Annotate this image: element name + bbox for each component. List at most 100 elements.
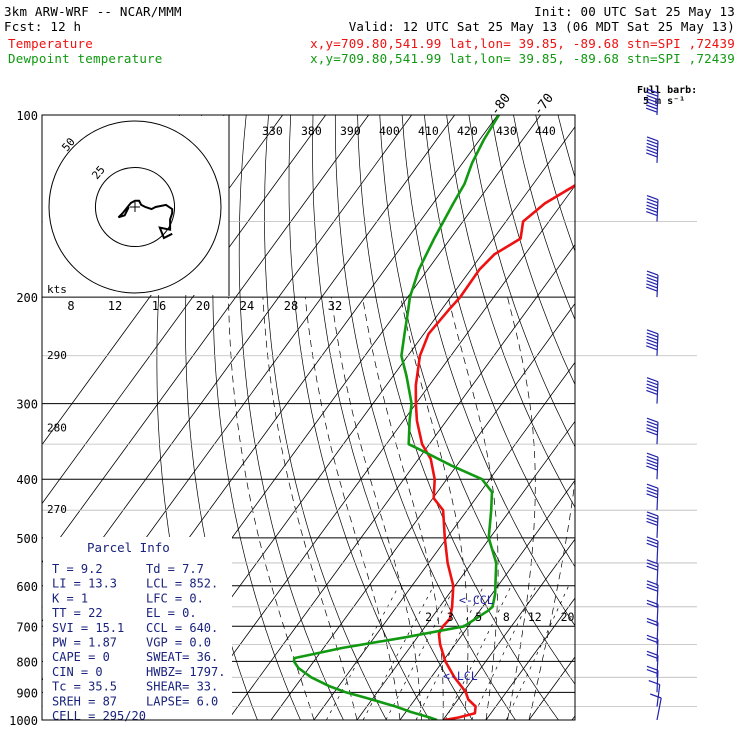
wind-barbs bbox=[645, 88, 662, 721]
dewpoint-profile bbox=[292, 115, 501, 720]
header-model: 3km ARW-WRF -- NCAR/MMM bbox=[4, 4, 182, 19]
hodograph-isotherm-label: 8 bbox=[67, 299, 74, 313]
isotherm-line bbox=[270, 302, 575, 720]
theta-tick-label: 280 bbox=[47, 422, 67, 435]
mixing-ratio-line bbox=[444, 585, 512, 720]
parcel-info-row-left: TT = 22 bbox=[52, 606, 103, 620]
pressure-tick-label: 600 bbox=[16, 580, 38, 594]
mixing-ratio-line bbox=[385, 585, 456, 720]
hodograph-isotherm-label: 16 bbox=[152, 299, 166, 313]
isotherm-line bbox=[42, 115, 326, 505]
wind-barb bbox=[646, 270, 659, 298]
wind-barb bbox=[646, 580, 659, 607]
theta-e-tick-label: 380 bbox=[301, 124, 322, 138]
dry-adiabat-line bbox=[580, 115, 740, 733]
wind-barb bbox=[646, 329, 659, 356]
dry-adiabat-line bbox=[312, 115, 473, 720]
wind-barb bbox=[646, 417, 659, 445]
dry-adiabat-line bbox=[714, 115, 740, 733]
parcel-info-row-left: K = 1 bbox=[52, 591, 88, 605]
hodograph-isotherm-label: 20 bbox=[196, 299, 210, 313]
pressure-tick-label: 700 bbox=[16, 620, 38, 634]
ccl-marker: <-CCL bbox=[459, 593, 494, 607]
pressure-tick-label: 300 bbox=[16, 398, 38, 412]
pressure-tick-label: 1000 bbox=[9, 714, 38, 728]
theta-tick-label: 270 bbox=[47, 503, 67, 516]
sounding-profiles bbox=[292, 115, 575, 720]
mixing-ratio-tick-label: 3 bbox=[447, 610, 454, 624]
wind-barb bbox=[646, 483, 659, 511]
dry-adiabat-line bbox=[288, 115, 430, 720]
moist-adiabat-line bbox=[262, 297, 358, 720]
dry-adiabat-line bbox=[490, 115, 575, 386]
isotherm-line bbox=[442, 538, 575, 720]
dry-adiabat-line bbox=[264, 115, 387, 720]
hodograph-ring bbox=[48, 120, 222, 294]
hodograph-isotherm-label: 32 bbox=[328, 299, 342, 313]
parcel-info-row-right: SWEAT= 36. bbox=[146, 650, 218, 664]
dry-adiabat-line bbox=[379, 115, 575, 685]
hodograph-origin-marker bbox=[130, 202, 140, 212]
parcel-info-row-left: CELL = 295/20 bbox=[52, 709, 146, 723]
parcel-info-row-right: LCL = 852. bbox=[146, 577, 218, 591]
wind-barb bbox=[646, 665, 659, 693]
dry-adiabat-line bbox=[468, 115, 575, 448]
dry-adiabat-line bbox=[603, 115, 740, 733]
pressure-tick-label: 400 bbox=[16, 473, 38, 487]
dry-adiabat-line bbox=[625, 115, 740, 733]
mixing-ratio-line bbox=[326, 585, 400, 720]
hodograph-trace bbox=[117, 199, 174, 240]
header-forecast: Fcst: 12 h bbox=[4, 19, 81, 34]
temperature-profile bbox=[414, 183, 575, 720]
dry-adiabat-line bbox=[401, 115, 575, 627]
dry-adiabat-line bbox=[557, 115, 575, 179]
lcl-marker: <-LCL bbox=[443, 669, 478, 683]
wind-barb bbox=[646, 559, 659, 586]
dry-adiabat-line bbox=[424, 115, 575, 568]
wind-barb bbox=[650, 693, 662, 721]
dry-adiabat-line bbox=[238, 115, 344, 720]
legend-temperature: Temperature bbox=[8, 36, 93, 51]
hodograph-units-label: kts bbox=[47, 283, 67, 296]
parcel-info-row-right: EL = 0. bbox=[146, 606, 197, 620]
moist-adiabat-line bbox=[400, 297, 469, 720]
hodograph-isotherm-label: 28 bbox=[284, 299, 298, 313]
mixing-ratio-line bbox=[362, 585, 434, 720]
wind-barb bbox=[646, 452, 659, 480]
isotherm-line bbox=[615, 115, 740, 720]
pressure-tick-label: 900 bbox=[16, 686, 38, 700]
parcel-info-row-right: SHEAR= 33. bbox=[146, 680, 218, 694]
wind-barb bbox=[646, 536, 659, 563]
parcel-info-row-right: CCL = 640. bbox=[146, 621, 218, 635]
legend-dewpoint: Dewpoint temperature bbox=[8, 51, 163, 66]
mixing-ratio-line bbox=[505, 585, 570, 720]
pressure-tick-label: 800 bbox=[16, 655, 38, 669]
wind-barb bbox=[645, 88, 659, 116]
wind-barb bbox=[646, 136, 659, 163]
parcel-info-row-left: LI = 13.3 bbox=[52, 577, 117, 591]
isotherm-line bbox=[227, 243, 575, 720]
theta-e-tick-label: 330 bbox=[262, 124, 283, 138]
parcel-info-row-right: LFC = 0. bbox=[146, 591, 204, 605]
theta-e-tick-label: 390 bbox=[340, 124, 361, 138]
parcel-info-title: Parcel Info bbox=[87, 540, 170, 555]
pressure-tick-label: 500 bbox=[16, 532, 38, 546]
mixing-ratio-tick-label: 12 bbox=[528, 610, 542, 624]
parcel-info-row-right: LAPSE= 6.0 bbox=[146, 694, 218, 708]
dry-adiabat-line bbox=[446, 115, 575, 509]
dry-adiabat-line bbox=[334, 115, 516, 720]
wind-barb bbox=[646, 377, 659, 404]
theta-e-tick-label: 400 bbox=[379, 124, 400, 138]
wind-barb bbox=[646, 617, 659, 645]
theta-tick-label: 290 bbox=[47, 349, 67, 362]
parcel-info-row-right: Td = 7.7 bbox=[146, 562, 204, 576]
barb-legend-title: Full barb: bbox=[637, 85, 697, 96]
parcel-info-row-left: PW = 1.87 bbox=[52, 636, 117, 650]
wind-barb bbox=[648, 679, 661, 707]
legend-temperature-location: x,y=709.80,541.99 lat,lon= 39.85, -89.68… bbox=[310, 36, 735, 51]
mixing-ratio-tick-label: 5 bbox=[475, 610, 482, 624]
dry-adiabat-line bbox=[692, 115, 740, 733]
